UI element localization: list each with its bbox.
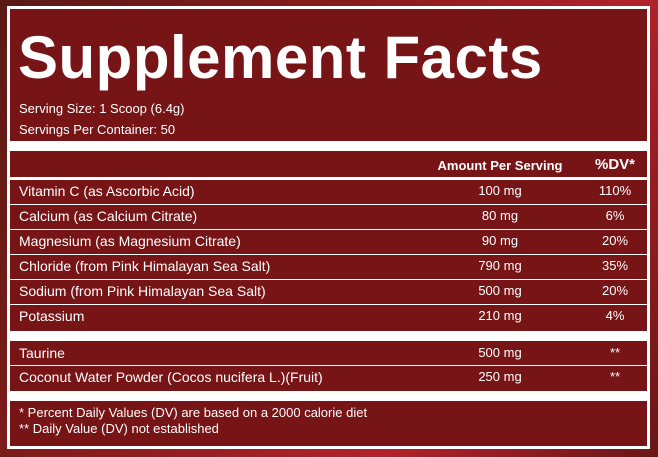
daily-value: ** — [609, 345, 621, 360]
nutrient-name: Taurine — [19, 345, 65, 361]
amount: 250 mg — [478, 369, 522, 384]
daily-value: 110% — [598, 183, 632, 198]
nutrient-name: Vitamin C (as Ascorbic Acid) — [19, 183, 195, 199]
amount: 790 mg — [478, 258, 522, 273]
nutrient-name: Calcium (as Calcium Citrate) — [19, 208, 198, 224]
serving-size: Serving Size: 1 Scoop (6.4g) — [19, 101, 185, 116]
supplement-facts-panel: Supplement Facts Serving Size: 1 Scoop (… — [7, 6, 650, 449]
nutrient-name: Coconut Water Powder (Cocos nucifera L.)… — [19, 369, 323, 385]
daily-value: 35% — [601, 258, 629, 273]
nutrient-name: Sodium (from Pink Himalayan Sea Salt) — [19, 283, 266, 299]
amount: 500 mg — [478, 345, 522, 360]
amount: 500 mg — [478, 283, 522, 298]
divider — [10, 177, 647, 180]
row-divider — [10, 304, 647, 305]
amount: 210 mg — [478, 308, 522, 323]
row-divider — [10, 365, 647, 366]
daily-value: 20% — [601, 283, 629, 298]
servings-per-container: Servings Per Container: 50 — [19, 122, 176, 137]
amount: 90 mg — [481, 233, 519, 248]
nutrient-name: Magnesium (as Magnesium Citrate) — [19, 233, 241, 249]
nutrient-name: Chloride (from Pink Himalayan Sea Salt) — [19, 258, 271, 274]
footnote: * Percent Daily Values (DV) are based on… — [19, 405, 368, 420]
divider — [10, 331, 647, 341]
nutrient-name: Potassium — [19, 308, 85, 324]
amount: 100 mg — [478, 183, 522, 198]
row-divider — [10, 279, 647, 280]
daily-value: 20% — [601, 233, 629, 248]
daily-value: 6% — [605, 208, 625, 223]
daily-value: 4% — [605, 308, 625, 323]
footnote: ** Daily Value (DV) not established — [19, 421, 219, 436]
row-divider — [10, 204, 647, 205]
dv-header: %DV* — [594, 156, 636, 173]
daily-value: ** — [609, 369, 621, 384]
title: Supplement Facts — [18, 24, 543, 91]
divider — [10, 391, 647, 401]
amount: 80 mg — [481, 208, 519, 223]
amount-header: Amount Per Serving — [437, 158, 563, 173]
row-divider — [10, 229, 647, 230]
row-divider — [10, 254, 647, 255]
divider — [10, 141, 647, 151]
